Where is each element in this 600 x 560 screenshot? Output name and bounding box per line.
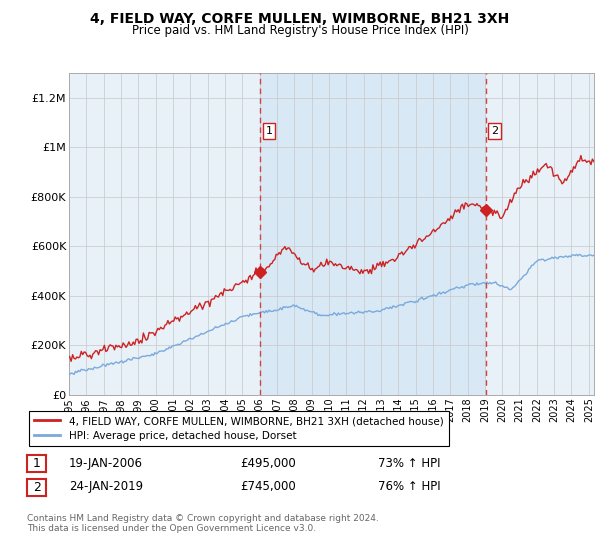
Text: 19-JAN-2006: 19-JAN-2006 — [69, 456, 143, 470]
Text: 1: 1 — [266, 126, 272, 136]
Text: £495,000: £495,000 — [240, 456, 296, 470]
Bar — [260, 73, 486, 395]
Text: Price paid vs. HM Land Registry's House Price Index (HPI): Price paid vs. HM Land Registry's House … — [131, 24, 469, 36]
Text: 2: 2 — [491, 126, 498, 136]
Text: 24-JAN-2019: 24-JAN-2019 — [69, 480, 143, 493]
Legend: 4, FIELD WAY, CORFE MULLEN, WIMBORNE, BH21 3XH (detached house), HPI: Average pr: 4, FIELD WAY, CORFE MULLEN, WIMBORNE, BH… — [29, 411, 449, 446]
Text: £745,000: £745,000 — [240, 480, 296, 493]
Text: 2: 2 — [32, 480, 41, 494]
Text: 1: 1 — [32, 457, 41, 470]
Text: 4, FIELD WAY, CORFE MULLEN, WIMBORNE, BH21 3XH: 4, FIELD WAY, CORFE MULLEN, WIMBORNE, BH… — [91, 12, 509, 26]
Text: 73% ↑ HPI: 73% ↑ HPI — [378, 456, 440, 470]
Text: 76% ↑ HPI: 76% ↑ HPI — [378, 480, 440, 493]
Text: Contains HM Land Registry data © Crown copyright and database right 2024.
This d: Contains HM Land Registry data © Crown c… — [27, 514, 379, 534]
